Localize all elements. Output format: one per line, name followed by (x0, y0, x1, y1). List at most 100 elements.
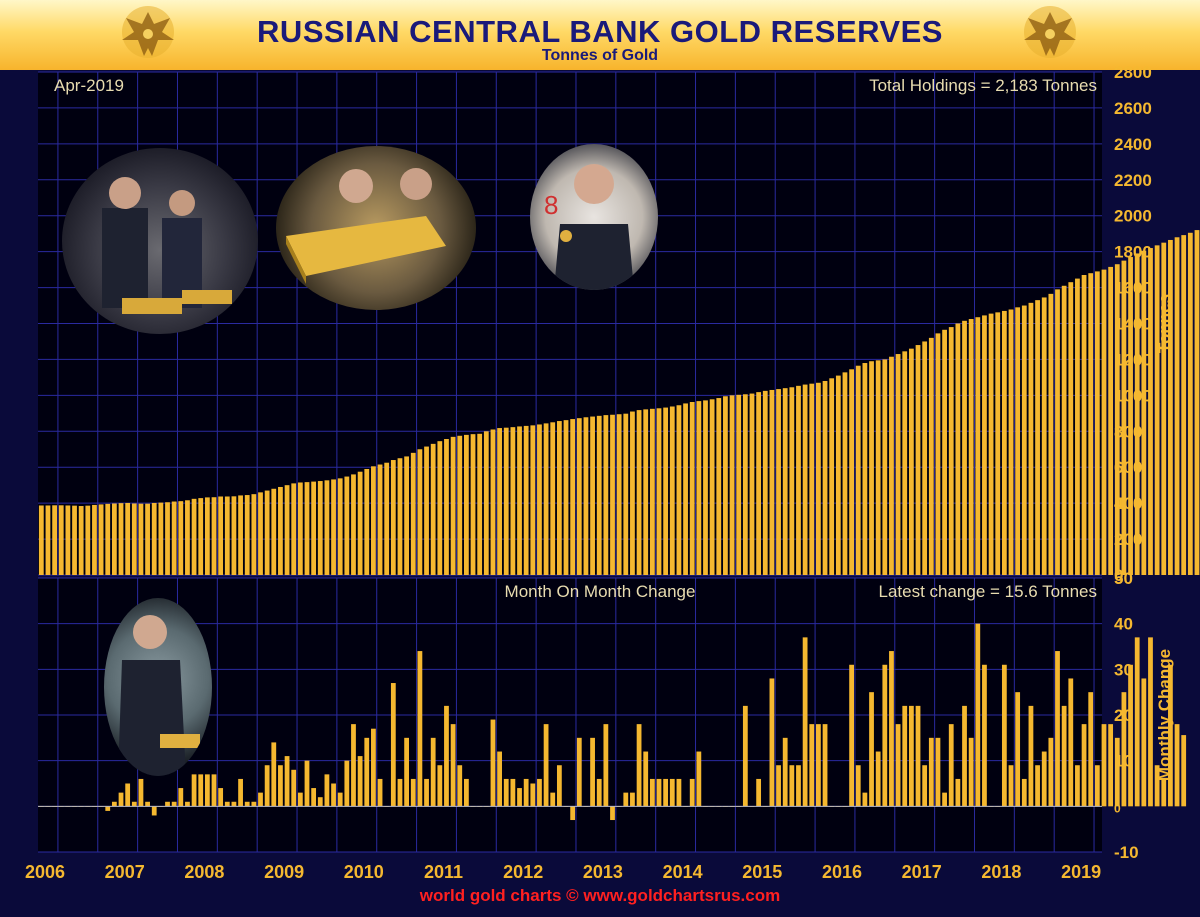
bar (928, 737, 934, 807)
bar (742, 705, 748, 807)
holdings-annotation: Total Holdings = 2,183 Tonnes (869, 76, 1097, 95)
bar (357, 756, 363, 807)
bar (656, 778, 662, 807)
bar (444, 705, 449, 807)
bar (437, 765, 443, 807)
bar (457, 435, 463, 575)
bar (145, 801, 150, 807)
bar (151, 502, 157, 575)
bar (643, 751, 649, 807)
bar (470, 434, 476, 575)
bar (816, 724, 821, 807)
bar (105, 503, 111, 575)
bar (145, 503, 150, 575)
bar (1028, 705, 1034, 807)
bar (1181, 235, 1187, 575)
bar (304, 760, 310, 807)
bar (417, 651, 423, 807)
bar (364, 737, 370, 807)
x-tick-label: 2017 (902, 862, 942, 882)
bar (311, 481, 317, 575)
bar (742, 394, 748, 575)
y-tick-label: 2200 (1114, 171, 1152, 190)
bar (523, 778, 529, 807)
bar (98, 504, 104, 575)
portrait-photo-icon: 8 (544, 164, 634, 290)
bar (1174, 724, 1180, 807)
y-tick-label: 2600 (1114, 99, 1152, 118)
bar (371, 466, 376, 575)
bar (1121, 692, 1127, 807)
bar (244, 801, 250, 807)
bar (191, 774, 197, 807)
bar (138, 503, 144, 575)
bar (490, 429, 496, 575)
bar (556, 765, 562, 807)
bar (1088, 692, 1094, 807)
bar (955, 323, 961, 575)
bar (264, 765, 270, 807)
bar (729, 395, 735, 575)
bar (178, 788, 184, 807)
bar (862, 792, 868, 807)
bar (510, 427, 516, 575)
bar (337, 478, 343, 575)
bar (696, 751, 702, 807)
bar (835, 375, 841, 575)
bar (1088, 273, 1094, 575)
bar (703, 400, 708, 575)
bar (231, 496, 237, 575)
y-tick-label: -10 (1114, 843, 1139, 862)
bar (1101, 724, 1107, 807)
bar (271, 742, 277, 807)
bar (776, 389, 781, 575)
bar (231, 801, 237, 807)
bar (417, 449, 423, 575)
bar (357, 471, 363, 575)
bar (1168, 239, 1173, 575)
bar (556, 421, 562, 575)
x-tick-label: 2013 (583, 862, 623, 882)
bar (1021, 778, 1027, 807)
x-tick-label: 2018 (981, 862, 1021, 882)
bar (948, 327, 954, 575)
bar (278, 765, 283, 807)
bar (331, 479, 336, 575)
x-tick-label: 2010 (344, 862, 384, 882)
bar (676, 778, 682, 807)
bar (749, 393, 755, 575)
bar (895, 354, 901, 575)
bar (1161, 242, 1167, 576)
bar (623, 413, 629, 575)
bar (889, 651, 894, 807)
bar (922, 341, 928, 575)
svg-text:8: 8 (544, 190, 558, 220)
photo-officials-gold-bars (62, 148, 258, 334)
bar (988, 313, 994, 575)
bar (118, 503, 124, 575)
bar (530, 783, 536, 807)
bar (258, 492, 263, 575)
bar (351, 474, 356, 575)
bar (1174, 237, 1180, 575)
bar (1161, 778, 1167, 807)
date-label: Apr-2019 (54, 76, 124, 95)
bar (430, 737, 436, 807)
bar (1141, 678, 1147, 807)
bar (975, 623, 981, 807)
bar (271, 488, 277, 575)
y-axis-label: Tonnes (1155, 294, 1174, 353)
bar (85, 505, 91, 575)
bar (802, 384, 808, 575)
bar (550, 422, 556, 575)
bar (683, 403, 688, 575)
bar (510, 778, 516, 807)
bar (1154, 245, 1160, 576)
bar (1108, 266, 1114, 575)
bar (1075, 765, 1080, 807)
photo-man-holding-coin: 8 (530, 144, 658, 290)
bar (1001, 664, 1007, 807)
bar (364, 469, 370, 575)
bar (915, 345, 921, 575)
bar (311, 788, 317, 807)
